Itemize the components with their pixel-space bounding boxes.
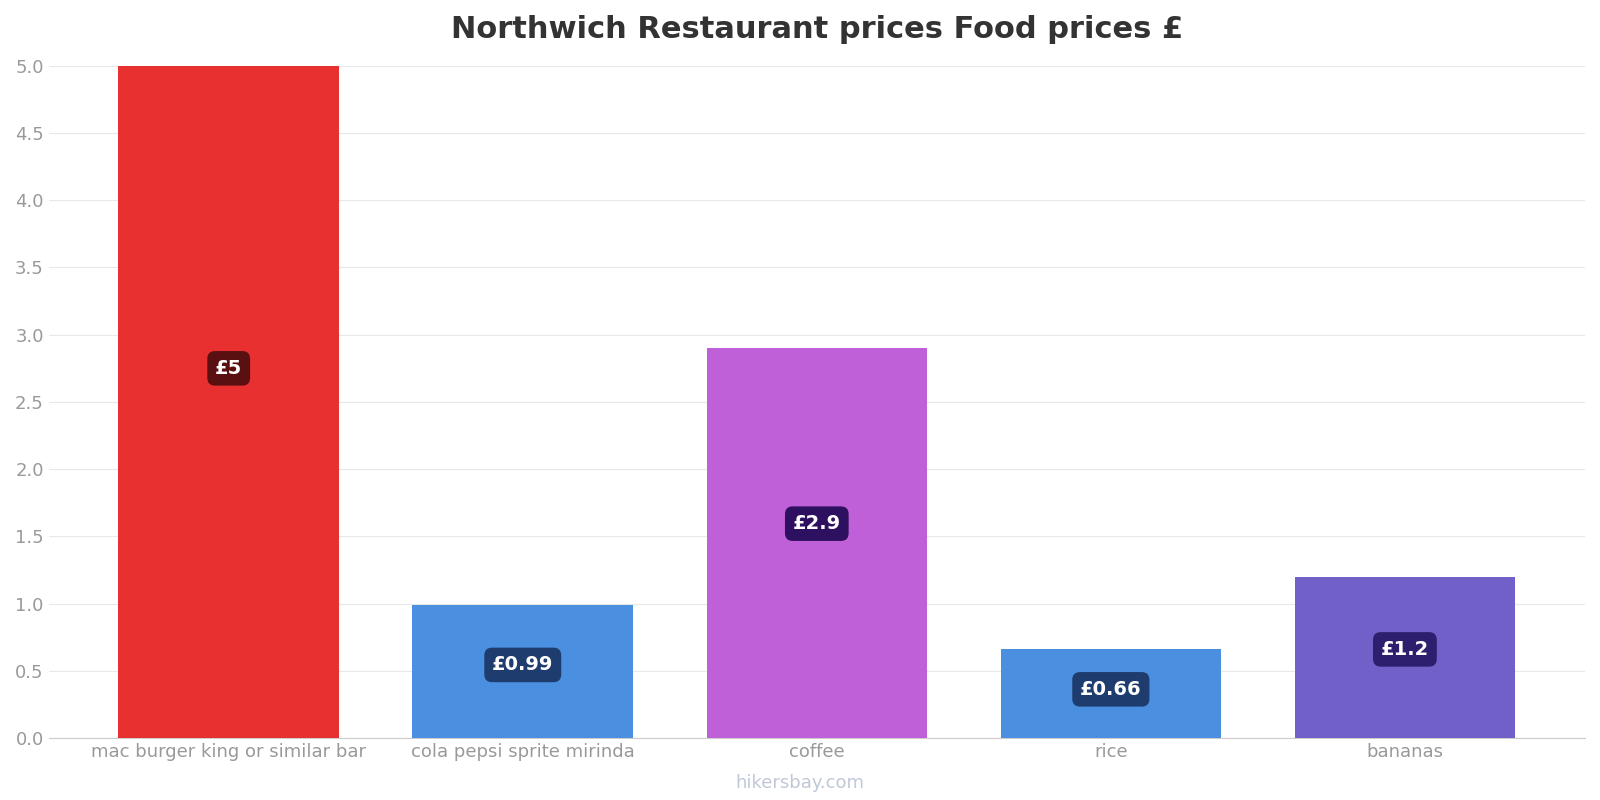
- Title: Northwich Restaurant prices Food prices £: Northwich Restaurant prices Food prices …: [451, 15, 1182, 44]
- Text: £1.2: £1.2: [1381, 640, 1429, 659]
- Bar: [707, 348, 926, 738]
- Bar: [1294, 577, 1515, 738]
- Text: hikersbay.com: hikersbay.com: [736, 774, 864, 792]
- Text: £0.99: £0.99: [493, 655, 554, 674]
- Bar: [118, 66, 339, 738]
- Text: £2.9: £2.9: [792, 514, 842, 533]
- Bar: [413, 605, 634, 738]
- Bar: [1000, 650, 1221, 738]
- Text: £0.66: £0.66: [1080, 680, 1142, 699]
- Text: £5: £5: [214, 359, 242, 378]
